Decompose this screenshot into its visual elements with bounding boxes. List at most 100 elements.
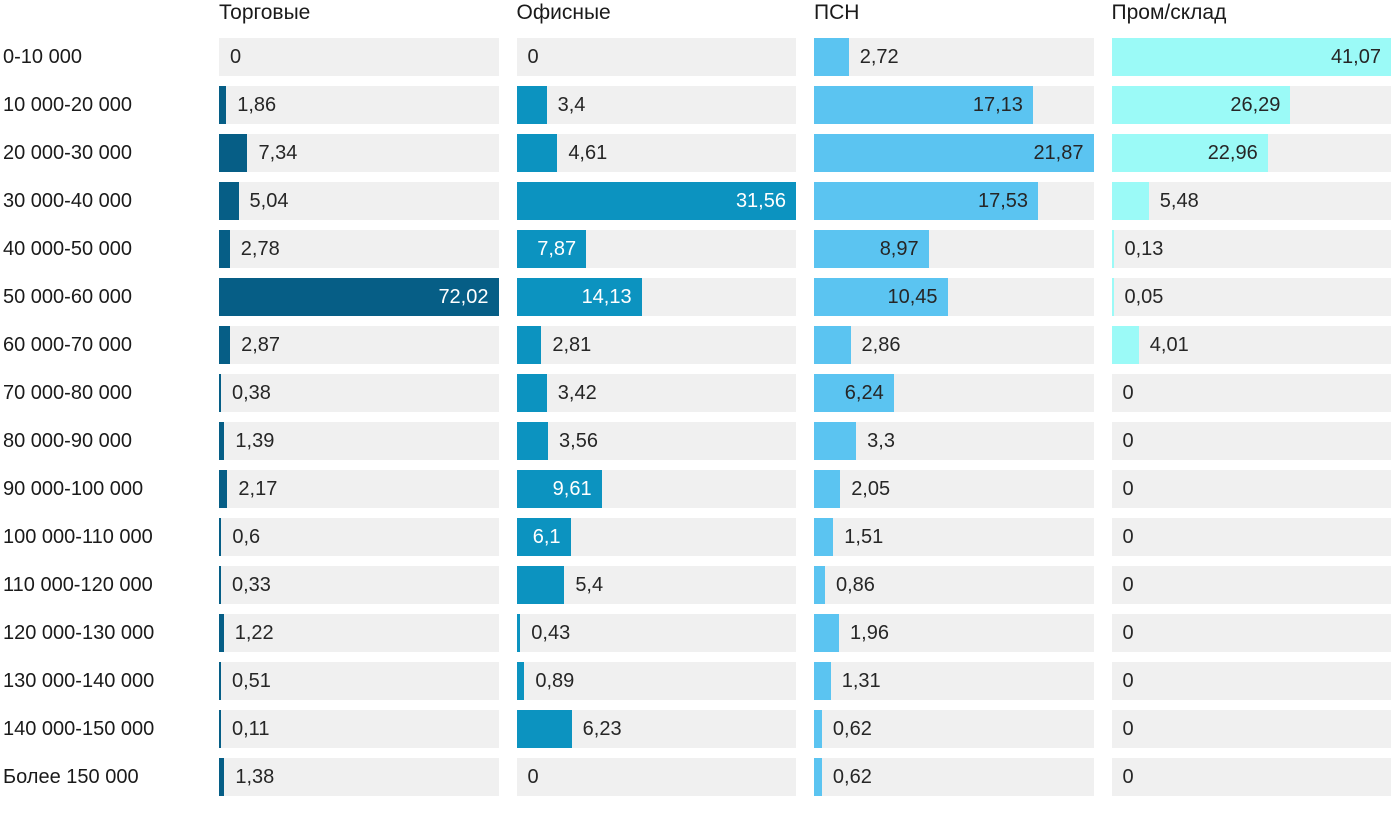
bar-track: 0,51 [219,662,499,700]
bar [1111,182,1149,220]
column-header: Пром/склад [1111,1,1227,24]
bar-track: 8,97 [814,230,1094,268]
bar-track: 72,02 [219,278,499,316]
bar: 10,45 [814,278,948,316]
bar-track: 0,62 [814,710,1094,748]
bar-track: 5,4 [516,566,796,604]
bar-track: 26,29 [1111,86,1391,124]
bar [219,326,231,364]
value-label: 0 [230,45,242,68]
bar-track: 2,72 [814,38,1094,76]
bar-track: 2,78 [219,230,499,268]
bar-track: 4,61 [516,134,796,172]
bar-track: 31,56 [516,182,796,220]
value-label: 0 [527,45,539,68]
bar-track: 7,34 [219,134,499,172]
header-corner-spacer [0,0,201,28]
value-label: 31,56 [735,189,786,212]
bar-track: 2,86 [814,326,1094,364]
value-label: 0,89 [535,669,575,692]
bar [219,230,230,268]
row-label: 110 000-120 000 [3,573,153,596]
bar [516,662,525,700]
value-label: 1,38 [235,765,275,788]
value-label: 0 [1122,381,1134,404]
value-label: 0,86 [835,573,875,596]
bar-track: 17,13 [814,86,1094,124]
bar-track: 1,31 [814,662,1094,700]
value-label: 2,87 [241,333,281,356]
value-label: 2,81 [552,333,592,356]
bar [516,134,558,172]
bar-track: 2,05 [814,470,1094,508]
bar-track: 0,43 [516,614,796,652]
value-label: 41,07 [1330,45,1381,68]
bar: 21,87 [814,134,1094,172]
bar [814,566,825,604]
bar-track: 0,38 [219,374,499,412]
value-label: 0 [1122,765,1134,788]
bar: 22,96 [1111,134,1268,172]
bar-track: 0 [1111,422,1391,460]
bar: 31,56 [516,182,796,220]
value-label: 0 [1122,525,1134,548]
value-label: 1,51 [844,525,884,548]
value-label: 14,13 [581,285,632,308]
value-label: 3,56 [559,429,598,452]
bar-track: 0 [1111,374,1391,412]
bar-track: 0,05 [1111,278,1391,316]
bar-track: 41,07 [1111,38,1391,76]
value-label: 1,31 [841,669,881,692]
bar: 6,24 [814,374,894,412]
value-label: 6,23 [582,717,622,740]
row-label: 120 000-130 000 [3,621,155,644]
row-label: 40 000-50 000 [3,237,133,260]
bar-track: 0,33 [219,566,499,604]
bar [814,38,849,76]
bar-track: 0,62 [814,758,1094,796]
value-label: 0 [527,765,539,788]
row-label: 140 000-150 000 [3,717,155,740]
value-label: 3,42 [557,381,597,404]
value-label: 0 [1122,477,1134,500]
bar-track: 5,04 [219,182,499,220]
bar-track: 7,87 [516,230,796,268]
value-label: 0 [1122,429,1134,452]
column-header: Торговые [219,1,311,24]
row-label: 70 000-80 000 [3,381,133,404]
row-label: 90 000-100 000 [3,477,144,500]
value-label: 22,96 [1207,141,1258,164]
value-label: 2,72 [859,45,899,68]
row-label: 20 000-30 000 [3,141,133,164]
column-header: Офисные [516,1,611,24]
bar: 14,13 [516,278,642,316]
value-label: 2,86 [861,333,901,356]
price-distribution-chart: Торговые Офисные ПСН Пром/склад 0-10 000 0 0 2,… [0,0,1391,796]
row-label: 0-10 000 [3,45,82,68]
bar [814,326,851,364]
bar-track: 0,6 [219,518,499,556]
value-label: 0,62 [832,717,872,740]
bar-track: 0 [1111,566,1391,604]
value-label: 21,87 [1033,141,1084,164]
bar-track: 0,11 [219,710,499,748]
bar [219,86,227,124]
bar-track: 0 [1111,758,1391,796]
bar-track: 6,1 [516,518,796,556]
value-label: 0,6 [232,525,261,548]
row-label: 80 000-90 000 [3,429,133,452]
bar-track: 1,96 [814,614,1094,652]
bar [219,374,221,412]
value-label: 4,61 [568,141,608,164]
bar [219,758,225,796]
value-label: 0,43 [531,621,571,644]
bar [516,326,542,364]
bar [814,758,822,796]
bar-track: 0 [516,758,796,796]
bar [219,422,225,460]
value-label: 6,1 [532,525,561,548]
value-label: 0,05 [1124,285,1164,308]
value-label: 1,22 [234,621,274,644]
value-label: 7,34 [258,141,298,164]
bar-track: 14,13 [516,278,796,316]
